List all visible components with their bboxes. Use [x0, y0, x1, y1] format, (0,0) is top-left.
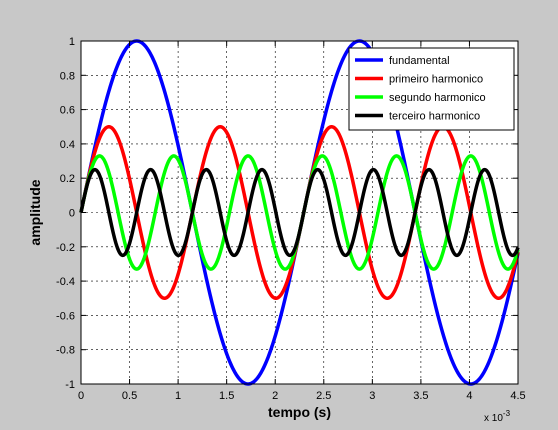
y-tick-label: -1 — [65, 379, 75, 391]
y-tick-label: 0.4 — [60, 139, 75, 151]
x-tick-label: 3.5 — [413, 390, 428, 402]
x-tick-label: 1.5 — [219, 390, 234, 402]
legend-label: primeiro harmonico — [389, 74, 483, 86]
y-tick-label: 0.6 — [60, 105, 75, 117]
y-tick-label: -0.8 — [56, 345, 75, 357]
y-tick-label: 0.2 — [60, 173, 75, 185]
x-exponent-label: x 10-3 — [484, 409, 511, 424]
x-tick-label: 0 — [78, 390, 84, 402]
x-tick-label: 2.5 — [316, 390, 331, 402]
x-tick-label: 1 — [175, 390, 181, 402]
y-axis-label: amplitude — [27, 179, 43, 245]
x-tick-label: 4.5 — [510, 390, 525, 402]
y-tick-label: 0.8 — [60, 70, 75, 82]
x-tick-label: 4 — [466, 390, 472, 402]
y-tick-label: -0.6 — [56, 310, 75, 322]
x-tick-label: 0.5 — [122, 390, 137, 402]
y-tick-label: 0 — [69, 208, 75, 220]
y-tick-label: -0.4 — [56, 276, 75, 288]
x-axis-label: tempo (s) — [268, 404, 331, 420]
y-tick-label: 1 — [69, 36, 75, 48]
legend: fundamental primeiro harmonico segundo har… — [348, 47, 515, 131]
legend-label: segundo harmonico — [389, 92, 486, 104]
ticks: 0 0.5 1 1.5 2 2.5 3 3.5 4 4.5 1 0.8 0.6 0.4 0.2 0 -0.2 -0… — [56, 36, 526, 402]
legend-label: terceiro harmonico — [389, 111, 480, 123]
x-tick-label: 2 — [272, 390, 278, 402]
x-exponent-base: x 10 — [484, 413, 503, 424]
series-lines — [79, 39, 520, 386]
x-exponent-power: -3 — [503, 409, 511, 418]
x-tick-label: 3 — [369, 390, 375, 402]
legend-label: fundamental — [389, 55, 450, 67]
y-tick-label: -0.2 — [56, 242, 75, 254]
series-line-terceiro-harmonico — [79, 167, 520, 258]
